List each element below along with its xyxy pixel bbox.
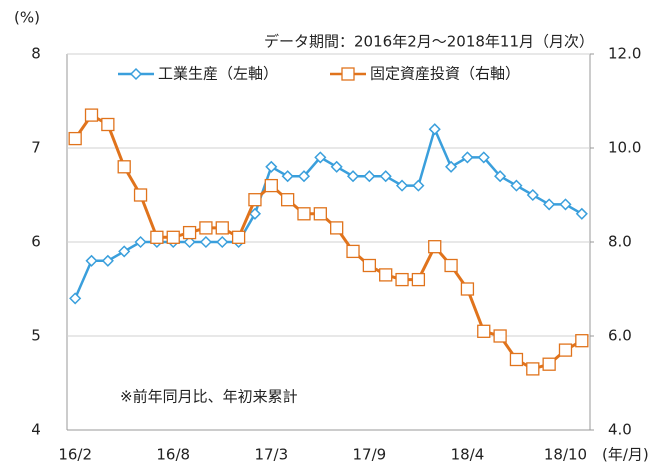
chart-subtitle: データ期間：2016年2月～2018年11月（月次） bbox=[264, 33, 594, 51]
point bbox=[297, 170, 311, 183]
series-line bbox=[74, 125, 583, 299]
point bbox=[379, 268, 393, 282]
point bbox=[248, 193, 262, 207]
point bbox=[363, 170, 376, 183]
x-tick-label: 17/9 bbox=[353, 446, 387, 464]
x-tick-label: 16/2 bbox=[58, 446, 92, 464]
point bbox=[248, 207, 262, 220]
point bbox=[134, 235, 147, 249]
point bbox=[215, 221, 229, 235]
point bbox=[558, 343, 573, 357]
point bbox=[542, 357, 556, 371]
y-axis-unit: (%) bbox=[14, 9, 40, 27]
point bbox=[395, 179, 409, 192]
x-tick-label: 17/3 bbox=[254, 446, 288, 464]
point bbox=[526, 362, 540, 376]
point bbox=[150, 230, 164, 244]
point bbox=[133, 188, 148, 202]
point bbox=[330, 160, 343, 173]
point bbox=[379, 170, 392, 183]
point bbox=[101, 117, 115, 132]
point bbox=[314, 151, 327, 164]
y2-tick-label: 8.0 bbox=[608, 233, 632, 251]
point bbox=[68, 131, 82, 146]
y2-tick-label: 4.0 bbox=[608, 421, 632, 439]
point bbox=[265, 160, 278, 173]
x-tick-label: 18/4 bbox=[451, 446, 485, 464]
point bbox=[493, 329, 507, 343]
y2-tick-label: 12.0 bbox=[608, 45, 641, 63]
point bbox=[412, 179, 425, 192]
annotation: ※前年同月比、年初来累計 bbox=[120, 388, 298, 406]
point bbox=[477, 324, 491, 338]
point bbox=[526, 188, 539, 202]
point bbox=[341, 67, 355, 81]
point bbox=[231, 230, 246, 244]
y-tick-label: 8 bbox=[31, 45, 41, 63]
point bbox=[330, 221, 344, 235]
point bbox=[509, 352, 524, 367]
point bbox=[510, 179, 523, 192]
x-tick-label: 18/10 bbox=[544, 446, 587, 464]
point bbox=[346, 244, 360, 259]
point bbox=[461, 151, 474, 164]
x-axis-unit: (年/月) bbox=[602, 446, 649, 464]
y2-tick-label: 10.0 bbox=[608, 139, 641, 157]
y-tick-label: 7 bbox=[31, 139, 41, 157]
y-tick-label: 6 bbox=[31, 233, 41, 251]
point bbox=[85, 254, 98, 267]
point bbox=[129, 67, 143, 81]
point bbox=[444, 258, 458, 273]
point bbox=[559, 198, 572, 211]
point bbox=[183, 235, 196, 249]
point bbox=[101, 254, 114, 267]
point bbox=[69, 292, 82, 305]
point bbox=[280, 193, 295, 207]
point bbox=[575, 207, 588, 220]
point bbox=[411, 272, 426, 287]
point bbox=[477, 151, 490, 164]
legend-label: 固定資産投資（右軸） bbox=[370, 65, 520, 83]
point bbox=[281, 170, 294, 183]
y2-tick-label: 6.0 bbox=[608, 327, 632, 345]
point bbox=[428, 123, 441, 136]
point bbox=[118, 245, 131, 258]
point bbox=[182, 225, 197, 240]
point bbox=[395, 272, 409, 287]
point bbox=[166, 230, 180, 244]
point bbox=[494, 170, 507, 183]
point bbox=[199, 221, 213, 235]
point bbox=[543, 198, 556, 211]
point bbox=[264, 178, 278, 193]
legend-label: 工業生産（左軸） bbox=[158, 65, 278, 83]
point bbox=[297, 207, 311, 221]
point bbox=[346, 170, 360, 183]
point bbox=[216, 235, 229, 249]
point bbox=[117, 160, 131, 174]
point bbox=[362, 258, 377, 273]
point bbox=[575, 334, 589, 348]
point bbox=[313, 207, 327, 221]
x-tick-label: 16/8 bbox=[156, 446, 190, 464]
point bbox=[84, 108, 99, 122]
point bbox=[460, 282, 475, 296]
y-tick-label: 5 bbox=[31, 327, 41, 345]
point bbox=[199, 235, 212, 249]
point bbox=[428, 240, 442, 254]
y-tick-label: 4 bbox=[31, 421, 41, 439]
point bbox=[445, 160, 458, 173]
